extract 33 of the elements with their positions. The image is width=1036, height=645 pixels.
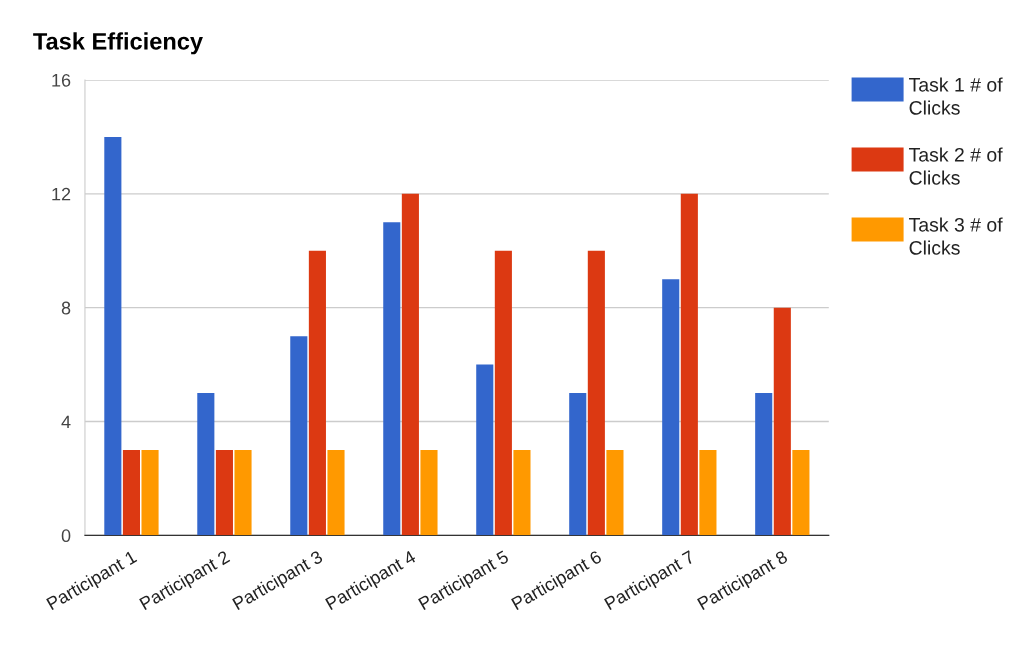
y-tick-label: 8 [61,301,71,315]
bar [308,250,326,536]
bar [215,449,233,536]
bar [234,449,252,536]
bar [141,449,159,536]
bar [792,449,810,536]
y-tick-label: 16 [52,73,71,87]
bar [587,250,605,536]
bar [569,393,587,536]
bar [699,449,717,536]
chart-title: Task Efficiency [33,32,203,55]
y-tick-label: 0 [61,529,71,543]
bar [383,222,401,536]
bar [290,336,308,536]
y-tick-label: 12 [52,187,71,201]
bar [401,193,419,536]
legend-label: Task 1 # of Clicks [909,77,1003,115]
bar [755,393,773,536]
bar [494,250,512,536]
bar [476,364,494,536]
bar [122,449,140,536]
bar [327,449,345,536]
y-tick-label: 4 [61,415,71,429]
legend-label: Task 3 # of Clicks [909,217,1003,255]
bar [104,136,122,536]
bar [606,449,624,536]
bar [420,449,438,536]
bar [773,307,791,536]
bar [680,193,698,536]
legend-label: Task 2 # of Clicks [909,147,1003,185]
bar [197,393,215,536]
bar [662,279,680,536]
bar [513,449,531,536]
